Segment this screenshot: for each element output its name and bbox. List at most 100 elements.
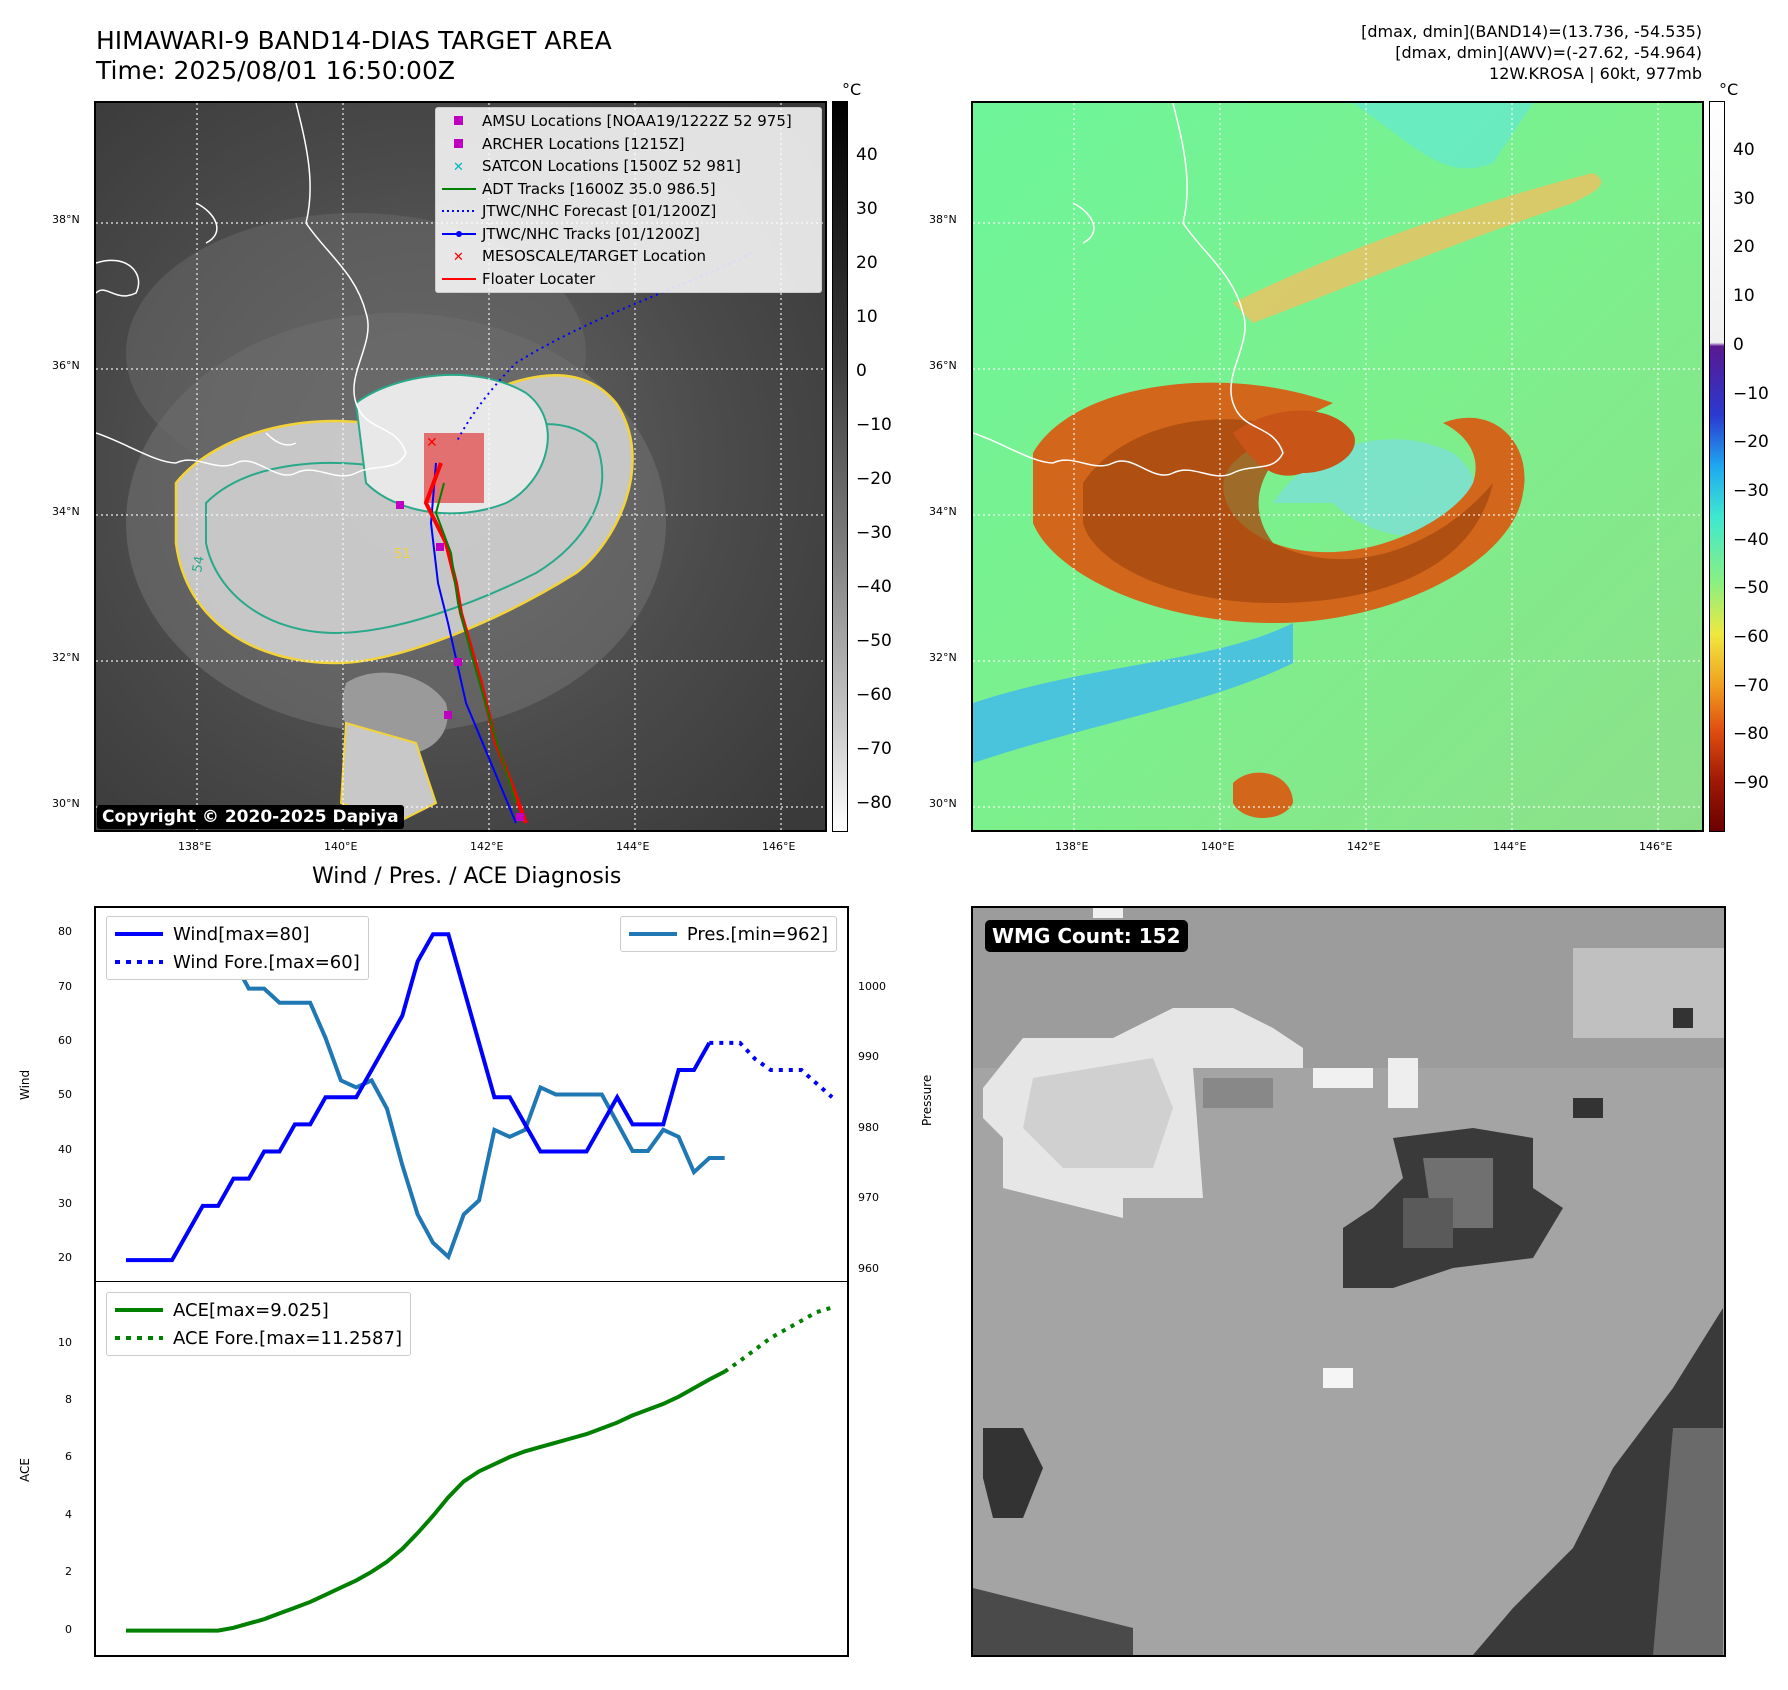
dmax-awv: [dmax, dmin](AWV)=(-27.62, -54.964): [1395, 43, 1702, 62]
colorbar-tick: −20: [856, 469, 892, 489]
map-legend-label: SATCON Locations [1500Z 52 981]: [482, 157, 741, 176]
colorbar-tick: 30: [856, 199, 878, 219]
colorbar-tick: 20: [856, 253, 878, 273]
pressure-tick: 990: [858, 1050, 879, 1064]
colorbar-tick: 40: [1733, 140, 1755, 160]
ir-lat-tick: 34°N: [52, 505, 80, 518]
wv-lon-tick: 140°E: [1201, 840, 1235, 853]
wv-lon-tick: 138°E: [1055, 840, 1089, 853]
wv-colorbar-unit: °C: [1719, 80, 1739, 99]
wind-legend-forecast: Wind Fore.[max=60]: [173, 951, 360, 973]
pressure-legend-label: Pres.[min=962]: [686, 923, 828, 945]
wv-lat-tick: 32°N: [929, 651, 957, 664]
legend-symbol-icon: ✕: [440, 160, 478, 172]
ace-legend: ACE[max=9.025] ACE Fore.[max=11.2587]: [106, 1292, 411, 1356]
colorbar-tick: 0: [1733, 334, 1744, 355]
map-legend-label: JTWC/NHC Tracks [01/1200Z]: [482, 224, 700, 243]
pressure-tick: 1000: [858, 979, 886, 993]
contour-label-54: 54: [190, 555, 208, 574]
wv-lat-tick: 36°N: [929, 359, 957, 372]
map-legend: AMSU Locations [NOAA19/1222Z 52 975] ARCH…: [435, 107, 822, 293]
ace-axes: ACE[max=9.025] ACE Fore.[max=11.2587]: [94, 1281, 849, 1657]
dmax-band14: [dmax, dmin](BAND14)=(13.736, -54.535): [1361, 22, 1702, 41]
colorbar-tick: 30: [1733, 188, 1755, 209]
wmg-panel: WMG Count: 152: [971, 906, 1726, 1657]
wv-colorbar: [1709, 101, 1725, 832]
pressure-tick: 980: [858, 1120, 879, 1134]
map-legend-entry: AMSU Locations [NOAA19/1222Z 52 975]: [436, 110, 821, 133]
wind-tick: 30: [58, 1196, 72, 1210]
ace-legend-obs: ACE[max=9.025]: [173, 1299, 329, 1321]
wv-lon-tick: 144°E: [1493, 840, 1527, 853]
wv-lon-tick: 142°E: [1347, 840, 1381, 853]
map-legend-entry: ADT Tracks [1600Z 35.0 986.5]: [436, 178, 821, 201]
wv-map-panel: [971, 101, 1704, 832]
wv-coastline: [973, 103, 1284, 477]
wv-lon-tick: 146°E: [1639, 840, 1673, 853]
map-legend-label: ADT Tracks [1600Z 35.0 986.5]: [482, 179, 716, 198]
svg-text:✕: ✕: [453, 160, 464, 172]
copyright-label: Copyright © 2020-2025 Dapiya: [97, 805, 404, 829]
colorbar-tick: −60: [856, 685, 892, 705]
wv-lat-tick: 34°N: [929, 505, 957, 518]
ir-lon-tick: 146°E: [762, 840, 796, 853]
map-legend-entry: ✕ SATCON Locations [1500Z 52 981]: [436, 155, 821, 178]
wind-series-line: [126, 932, 712, 1263]
colorbar-tick: 40: [856, 145, 878, 165]
legend-symbol-icon: [440, 205, 478, 217]
colorbar-tick: −10: [856, 415, 892, 435]
map-legend-label: MESOSCALE/TARGET Location: [482, 247, 707, 266]
target-x-marker: ✕: [426, 435, 438, 451]
contour-label-51: 51: [394, 547, 411, 562]
wv-gridlines: [973, 103, 1702, 830]
map-legend-entry: JTWC/NHC Tracks [01/1200Z]: [436, 223, 821, 246]
colorbar-tick: −40: [856, 577, 892, 597]
wind-legend: Wind[max=80] Wind Fore.[max=60]: [106, 916, 369, 980]
colorbar-tick: −80: [856, 793, 892, 813]
ir-colorbar-unit: °C: [842, 80, 862, 99]
diagnosis-title: Wind / Pres. / ACE Diagnosis: [312, 864, 622, 889]
ir-lon-tick: 140°E: [324, 840, 358, 853]
colorbar-tick: −50: [1733, 578, 1769, 599]
ir-colorbar: [832, 101, 848, 832]
ace-tick: 2: [65, 1565, 72, 1579]
legend-symbol-icon: [440, 115, 478, 127]
colorbar-tick: −90: [1733, 773, 1769, 794]
legend-symbol-icon: [440, 273, 478, 285]
adt-track: [434, 482, 517, 804]
colorbar-tick: −80: [1733, 724, 1769, 745]
wind-tick: 50: [58, 1088, 72, 1102]
colorbar-tick: −30: [856, 523, 892, 543]
wv-lat-tick: 30°N: [929, 797, 957, 810]
wind-legend-obs: Wind[max=80]: [173, 923, 310, 945]
map-legend-entry: ARCHER Locations [1215Z]: [436, 133, 821, 156]
colorbar-tick: −70: [856, 739, 892, 759]
map-legend-entry: JTWC/NHC Forecast [01/1200Z]: [436, 200, 821, 223]
ace-tick: 6: [65, 1450, 72, 1464]
wind-tick: 20: [58, 1251, 72, 1265]
wind-pressure-axes: Wind[max=80] Wind Fore.[max=60] Pres.[mi…: [94, 906, 849, 1282]
map-legend-entry: Floater Locater: [436, 268, 821, 291]
pressure-legend: Pres.[min=962]: [619, 916, 837, 952]
amsu-markers: [396, 501, 524, 821]
ace-plot: [126, 1305, 833, 1633]
wind-forecast-series-line: [709, 1040, 834, 1099]
colorbar-tick: −40: [1733, 529, 1769, 550]
ace-tick: 0: [65, 1622, 72, 1636]
ir-map-panel: ✕ 54 51 AMSU Locations [NOAA19/1222Z 52 …: [94, 101, 827, 832]
map-legend-label: ARCHER Locations [1215Z]: [482, 134, 685, 153]
ace-tick: 10: [58, 1335, 72, 1349]
ir-lat-tick: 36°N: [52, 359, 80, 372]
ace-legend-forecast: ACE Fore.[max=11.2587]: [173, 1327, 402, 1349]
colorbar-tick: 0: [856, 361, 867, 381]
coastline: [96, 103, 407, 477]
wind-tick: 40: [58, 1142, 72, 1156]
wv-lat-tick: 38°N: [929, 213, 957, 226]
figure-time: Time: 2025/08/01 16:50:00Z: [96, 56, 455, 85]
storm-info: 12W.KROSA | 60kt, 977mb: [1489, 64, 1702, 83]
pressure-tick: 970: [858, 1191, 879, 1205]
ace-tick: 8: [65, 1393, 72, 1407]
colorbar-tick: 10: [1733, 286, 1755, 307]
pressure-tick: 960: [858, 1262, 879, 1275]
map-legend-label: Floater Locater: [482, 269, 596, 288]
